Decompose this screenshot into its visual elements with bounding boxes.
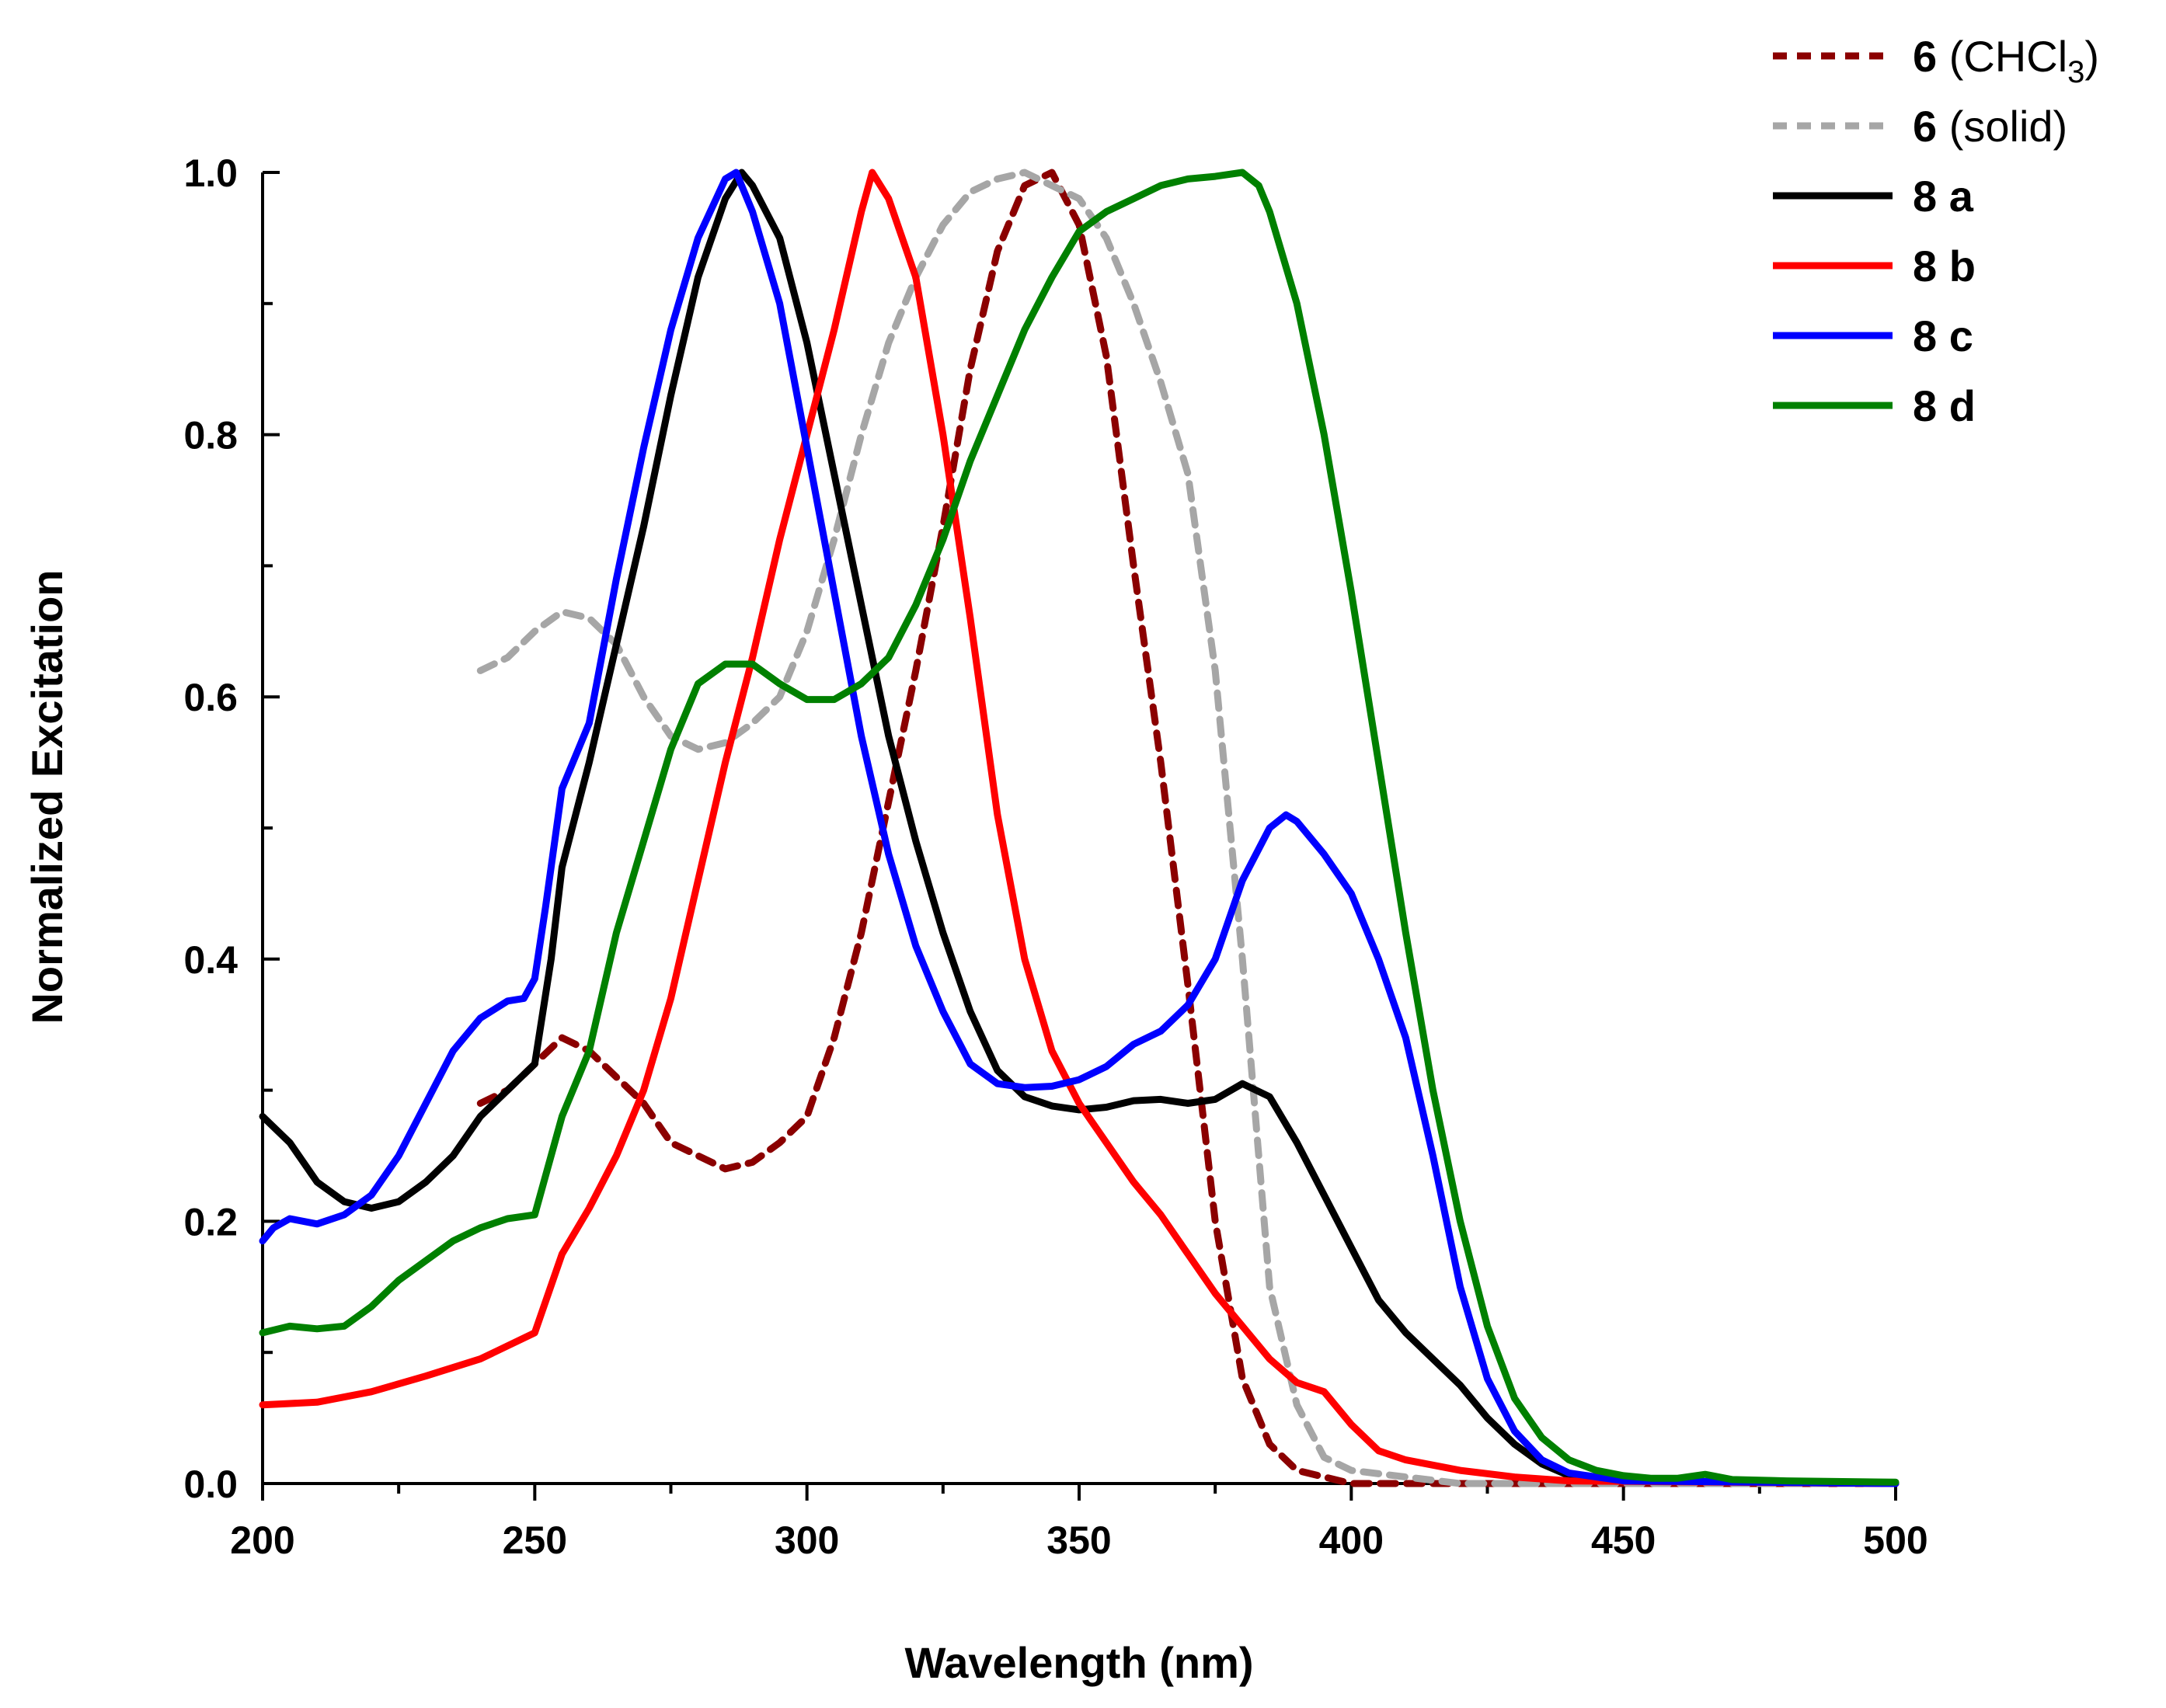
legend-label-2: 6 (solid) [1913,102,2067,151]
x-tick-label: 500 [1863,1518,1927,1562]
x-tick-label: 300 [775,1518,839,1562]
series-line-3 [259,169,1900,1487]
y-ticks: 0.0 0.2 0.4 0.6 0.8 1.0 [183,151,280,1506]
x-tick-label: 200 [230,1518,294,1562]
series-line-1 [476,169,1900,1487]
x-tick-label: 350 [1046,1518,1111,1562]
y-tick-label: 0.0 [183,1463,238,1506]
x-ticks: 200 250 300 350 400 450 500 [230,1484,1928,1562]
y-tick-label: 0.2 [183,1200,238,1244]
y-tick-label: 1.0 [183,151,238,195]
series-line-6 [259,169,1900,1486]
series-line-4 [259,169,1900,1487]
legend-label-1: 6 (CHCl3) [1913,32,2099,89]
x-axis-title: Wavelength (nm) [904,1638,1253,1687]
x-tick-label: 400 [1319,1518,1384,1562]
legend-label-6: 8 d [1913,381,1976,430]
y-tick-label: 0.8 [183,414,238,457]
series-line-2 [476,169,1900,1487]
x-tick-label: 250 [503,1518,567,1562]
y-tick-label: 0.6 [183,676,238,719]
y-tick-label: 0.4 [183,938,238,982]
series-group [259,169,1900,1487]
legend: 6 (CHCl3) 6 (solid) 8 a 8 b 8 c 8 d [1773,32,2099,430]
axes [261,172,1896,1485]
legend-label-5: 8 c [1913,311,1973,360]
x-tick-label: 450 [1591,1518,1656,1562]
series-line-5 [259,169,1900,1487]
y-axis-title: Normalized Excitation [23,569,71,1024]
legend-label-4: 8 b [1913,242,1976,290]
legend-label-3: 8 a [1913,172,1974,221]
